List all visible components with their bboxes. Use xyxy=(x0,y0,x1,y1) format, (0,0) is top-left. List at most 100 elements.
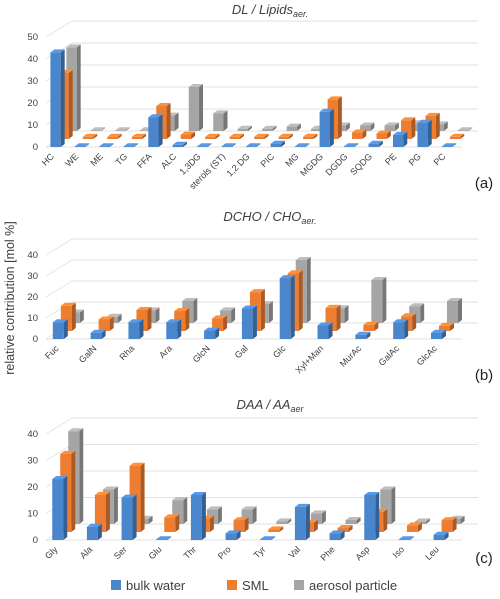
bar-side xyxy=(166,103,171,139)
bar-Pro-bulk water xyxy=(225,530,241,540)
bar-side xyxy=(68,70,73,139)
bar-GalN-SML xyxy=(98,316,114,331)
bar-SQDG-bulk water xyxy=(368,140,383,147)
bar-side xyxy=(201,491,206,540)
bar-side xyxy=(354,143,359,147)
y-tick-label: 30 xyxy=(27,271,38,282)
bar-top xyxy=(268,526,284,530)
bar-top xyxy=(254,133,269,137)
x-tick-label: Glu xyxy=(147,544,164,561)
bar-side xyxy=(378,140,383,147)
bar-side xyxy=(460,515,465,524)
bar-side xyxy=(345,122,350,131)
x-tick-label: PE xyxy=(383,151,399,167)
bar-side xyxy=(185,308,190,331)
bar-side xyxy=(306,257,311,323)
x-tick-label: Phe xyxy=(318,544,336,562)
bar-side xyxy=(101,329,106,339)
bar-front xyxy=(384,125,395,131)
bar-Tyr-bulk water xyxy=(260,536,276,540)
bar-Iso-bulk water xyxy=(398,536,414,540)
bar-front xyxy=(74,146,86,147)
bar-front xyxy=(270,143,281,147)
bar-top xyxy=(392,131,408,135)
bar-side xyxy=(193,297,198,323)
x-tick-label: FFA xyxy=(135,151,154,170)
bar-front xyxy=(90,130,102,131)
bar-PIC-aerosol particle xyxy=(286,123,301,131)
bar-side xyxy=(155,307,160,323)
bar-front xyxy=(139,130,151,131)
bar-side xyxy=(252,506,257,524)
y-tick-label: 40 xyxy=(27,429,38,440)
bar-GlcN-SML xyxy=(212,315,228,331)
bar-PE-bulk water xyxy=(392,131,408,147)
panel-title-main: DAA / AA xyxy=(237,397,291,412)
bar-front xyxy=(392,134,404,147)
bar-side xyxy=(191,131,196,139)
bar-PIC-SML xyxy=(278,133,293,139)
bar-front xyxy=(148,117,159,147)
chart-panel-3: DAA / AAaer 0 10 20 30 40 Gly Ala Ser Glu Thr Pro Ty… xyxy=(27,397,492,567)
bar-front xyxy=(430,332,442,339)
bar-top xyxy=(50,49,65,53)
panel-title-subscript: aer xyxy=(290,404,304,414)
bar-side xyxy=(460,133,465,139)
bar-Gal-bulk water xyxy=(241,305,257,339)
bar-top xyxy=(68,428,84,432)
bar-PG-bulk water xyxy=(417,119,432,147)
bar-top xyxy=(246,143,261,147)
bar-side xyxy=(231,307,236,323)
bar-top xyxy=(90,127,106,131)
bar-GlcAc-aerosol particle xyxy=(446,297,462,323)
bar-front xyxy=(363,324,375,331)
bar-front xyxy=(172,500,184,524)
bar-side xyxy=(134,143,139,147)
bar-top xyxy=(329,530,345,534)
x-tick-label: Ala xyxy=(78,544,94,560)
bar-top xyxy=(188,84,204,87)
bar-front xyxy=(393,322,405,339)
x-tick-label: HC xyxy=(40,151,57,168)
bar-Gly-bulk water xyxy=(52,476,68,540)
bar-front xyxy=(164,517,176,532)
bar-front xyxy=(205,136,216,139)
bar-front xyxy=(241,308,253,339)
bar-top xyxy=(368,140,383,144)
bar-top xyxy=(325,304,341,308)
bar-front xyxy=(52,479,64,540)
legend-item: bulk water xyxy=(111,578,186,593)
bar-Glu-aerosol particle xyxy=(172,497,188,524)
bar-front xyxy=(121,497,133,540)
bar-front xyxy=(98,319,110,331)
bar-front xyxy=(371,279,383,323)
bar-side xyxy=(256,143,261,147)
bar-top xyxy=(121,494,137,498)
bar-top xyxy=(425,112,440,116)
bar-side xyxy=(337,96,342,139)
bar-WE-SML xyxy=(82,133,98,139)
chart-panel-1: DL / Lipidsaer. 0 10 20 30 40 50 HC WE ME TG FFA ALC… xyxy=(27,2,493,192)
bar-front xyxy=(317,325,329,339)
bar-side xyxy=(313,519,318,532)
bar-top xyxy=(205,133,220,137)
bar-side xyxy=(449,322,454,331)
bar-Fuc-SML xyxy=(60,302,76,331)
bar-Glc-bulk water xyxy=(279,275,295,339)
bar-side xyxy=(175,514,180,532)
bar-MurAc-aerosol particle xyxy=(371,276,387,323)
bar-Ala-SML xyxy=(94,491,110,532)
bar-side xyxy=(348,525,353,532)
panel-title: DAA / AAaer xyxy=(237,397,305,414)
bar-top xyxy=(221,143,236,147)
bar-TG-bulk water xyxy=(123,143,139,147)
bar-Val-aerosol particle xyxy=(310,510,326,524)
x-tick-label: Asp xyxy=(354,544,372,562)
bar-top xyxy=(355,331,371,335)
bar-side xyxy=(264,133,269,139)
bar-PC-aerosol particle xyxy=(457,127,473,131)
bar-front xyxy=(237,128,248,131)
x-tick-label: Xyl+Man xyxy=(293,343,325,375)
bar-top xyxy=(82,133,98,137)
bar-ALC-bulk water xyxy=(172,141,188,147)
